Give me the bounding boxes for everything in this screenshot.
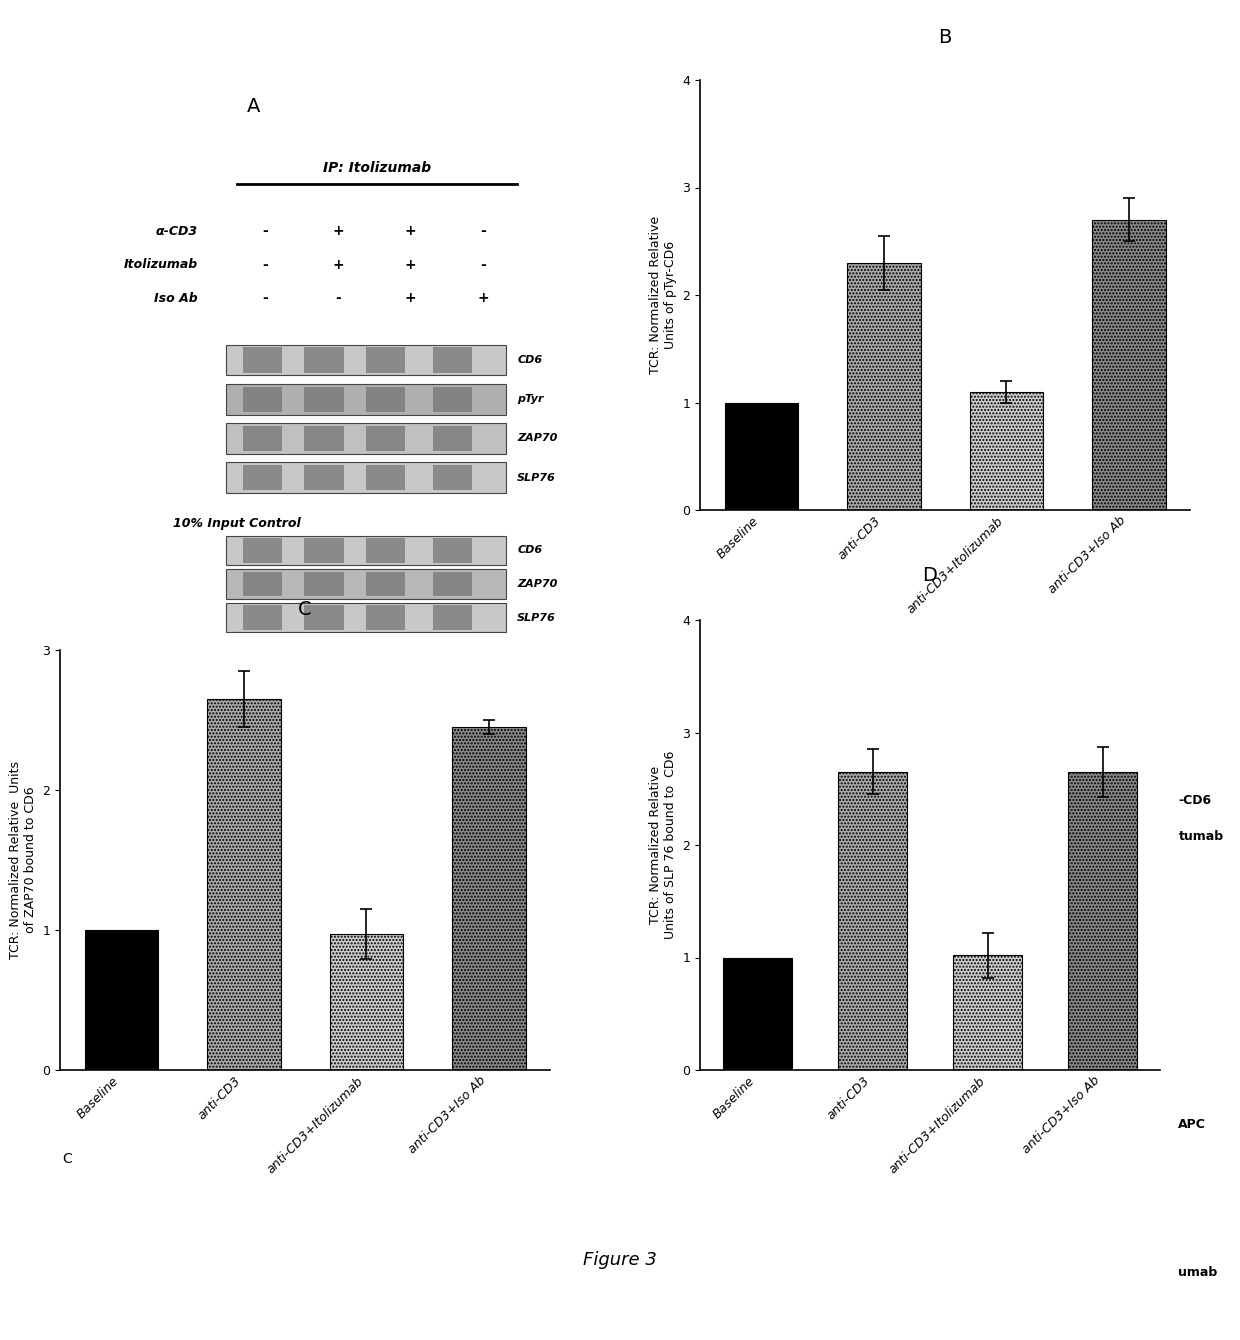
Bar	[724, 402, 799, 511]
Text: CD6: CD6	[517, 545, 542, 555]
Bar	[84, 930, 157, 1071]
Bar	[433, 465, 472, 490]
Text: ZAP70: ZAP70	[517, 433, 558, 444]
Text: -: -	[335, 291, 341, 306]
Bar	[330, 934, 403, 1071]
Y-axis label: TCR: Normalized Relative
Units of SLP 76 bound to  CD6: TCR: Normalized Relative Units of SLP 76…	[649, 750, 677, 939]
Bar	[970, 391, 1043, 511]
Bar	[304, 347, 343, 373]
Bar	[433, 347, 472, 373]
Bar	[723, 958, 792, 1071]
Bar	[433, 387, 472, 411]
Y-axis label: TCR: Normalized Relative
Units of pTyr-CD6: TCR: Normalized Relative Units of pTyr-C…	[649, 216, 677, 374]
Bar	[366, 606, 405, 630]
Text: -: -	[263, 224, 268, 239]
Bar	[226, 344, 506, 375]
Text: -: -	[263, 291, 268, 306]
Bar	[366, 347, 405, 373]
Text: -CD6: -CD6	[1178, 793, 1211, 807]
Bar	[226, 536, 506, 565]
Text: +: +	[405, 257, 417, 272]
Bar	[226, 383, 506, 414]
Bar	[243, 539, 281, 563]
Text: B: B	[939, 28, 951, 47]
Bar	[226, 462, 506, 493]
Bar	[366, 426, 405, 452]
Bar	[304, 572, 343, 596]
Bar	[304, 426, 343, 452]
Bar	[304, 387, 343, 411]
Bar	[243, 347, 281, 373]
Text: +: +	[405, 224, 417, 239]
Text: tumab: tumab	[1178, 829, 1224, 843]
Text: -: -	[481, 224, 486, 239]
Bar	[243, 572, 281, 596]
Text: Figure 3: Figure 3	[583, 1250, 657, 1269]
Text: -: -	[481, 257, 486, 272]
Bar	[366, 539, 405, 563]
Bar	[433, 572, 472, 596]
Y-axis label: TCR: Normalized Relative  Units
of ZAP70 bound to CD6: TCR: Normalized Relative Units of ZAP70 …	[9, 761, 37, 959]
Bar	[207, 699, 280, 1071]
Text: C: C	[298, 599, 311, 619]
Bar	[1068, 772, 1137, 1071]
Bar	[226, 603, 506, 632]
Text: C: C	[62, 1152, 72, 1166]
Text: +: +	[332, 257, 343, 272]
Text: IP: Itolizumab: IP: Itolizumab	[324, 161, 432, 176]
Bar	[226, 423, 506, 454]
Bar	[226, 570, 506, 599]
Bar	[847, 263, 920, 511]
Bar	[243, 606, 281, 630]
Text: α-CD3: α-CD3	[156, 225, 198, 237]
Text: Itolizumab: Itolizumab	[124, 259, 198, 271]
Text: 10% Input Control: 10% Input Control	[174, 517, 301, 529]
Text: APC: APC	[1178, 1118, 1207, 1131]
Bar	[1092, 220, 1166, 511]
Text: CD6: CD6	[517, 355, 542, 364]
Text: +: +	[405, 291, 417, 306]
Text: pTyr: pTyr	[517, 394, 543, 405]
Bar	[433, 539, 472, 563]
Bar	[243, 465, 281, 490]
Text: umab: umab	[1178, 1266, 1218, 1278]
Bar	[366, 572, 405, 596]
Text: Iso Ab: Iso Ab	[154, 292, 198, 306]
Text: +: +	[477, 291, 490, 306]
Bar	[433, 606, 472, 630]
Text: -: -	[263, 257, 268, 272]
Text: ZAP70: ZAP70	[517, 579, 558, 590]
Bar	[304, 606, 343, 630]
Bar	[243, 387, 281, 411]
Bar	[366, 465, 405, 490]
Text: SLP76: SLP76	[517, 612, 556, 623]
Bar	[433, 426, 472, 452]
Bar	[304, 465, 343, 490]
Text: D: D	[923, 565, 937, 586]
Bar	[838, 772, 906, 1071]
Bar	[304, 539, 343, 563]
Text: A: A	[247, 96, 260, 115]
Text: SLP76: SLP76	[517, 473, 556, 482]
Bar	[366, 387, 405, 411]
Bar	[453, 728, 526, 1071]
Bar	[954, 955, 1022, 1071]
Text: +: +	[332, 224, 343, 239]
Bar	[243, 426, 281, 452]
